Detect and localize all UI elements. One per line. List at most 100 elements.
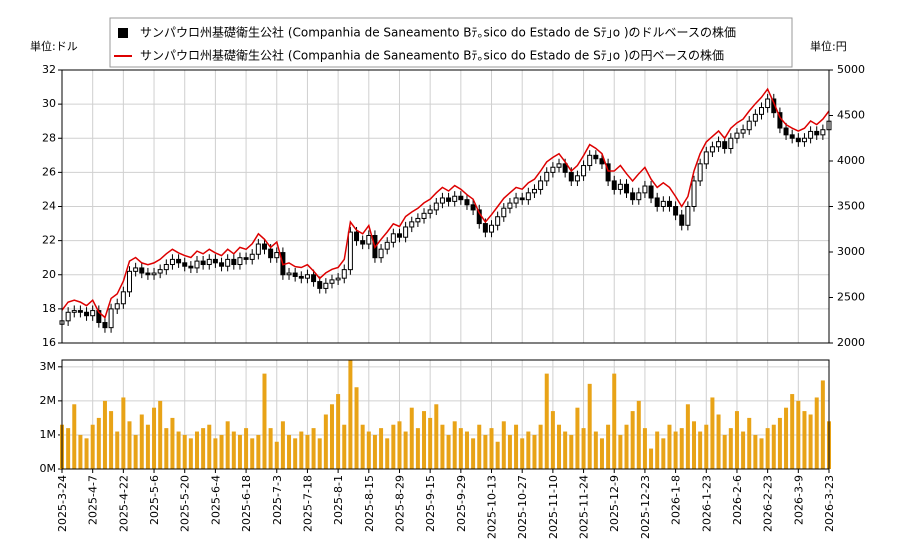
- candle-body: [71, 310, 77, 313]
- x-tick-label: 2025-10-27: [516, 475, 529, 539]
- volume-bar: [692, 421, 697, 469]
- volume-bar: [428, 417, 433, 469]
- volume-bar: [624, 424, 629, 469]
- candle-body: [513, 197, 519, 204]
- volume-bar: [409, 407, 414, 469]
- candle-body: [323, 282, 329, 289]
- volume-bar: [164, 428, 169, 469]
- volume-bar: [630, 411, 635, 469]
- candle-body: [814, 130, 820, 136]
- volume-bar: [765, 428, 770, 469]
- volume-bar: [84, 438, 89, 469]
- y2-axis-label: 単位:円: [810, 39, 847, 53]
- volume-bar: [96, 417, 101, 469]
- volume-bar: [446, 434, 451, 469]
- x-tick-label: 2025-10-13: [486, 475, 499, 539]
- candle-body: [446, 197, 452, 202]
- volume-bar: [655, 431, 660, 469]
- x-tick-label: 2025-4-7: [87, 475, 100, 525]
- candle-body: [703, 151, 709, 165]
- volume-bar: [495, 441, 500, 469]
- volume-bar: [379, 428, 384, 469]
- volume-bar: [219, 434, 224, 469]
- volume-bar: [710, 397, 715, 469]
- volume-bar: [636, 400, 641, 469]
- candle-body: [157, 269, 163, 274]
- candle-body: [746, 120, 752, 131]
- volume-bar: [722, 434, 727, 469]
- volume-bar: [127, 421, 132, 469]
- volume-bar: [796, 400, 801, 469]
- volume-bar: [268, 428, 273, 469]
- volume-bar: [440, 424, 445, 469]
- y-tick-label: 1M: [40, 428, 57, 441]
- candle-body: [666, 200, 672, 208]
- x-tick-label: 2026-2-6: [731, 475, 744, 525]
- y-tick-label: 22: [42, 234, 56, 247]
- candle-body: [304, 274, 310, 279]
- candle-body: [489, 224, 495, 233]
- volume-bar: [317, 438, 322, 469]
- volume-bar: [170, 417, 175, 469]
- y-tick-label: 26: [42, 165, 56, 178]
- volume-bar: [115, 431, 120, 469]
- volume-bar: [336, 394, 341, 469]
- volume-bar: [507, 434, 512, 469]
- x-tick-label: 2025-7-3: [271, 475, 284, 525]
- candle-body: [470, 204, 476, 211]
- candle-body: [691, 180, 697, 207]
- candle-body: [390, 233, 396, 243]
- candle-body: [274, 252, 280, 259]
- candle-body: [593, 154, 599, 160]
- candle-body: [562, 163, 568, 173]
- volume-bar: [679, 428, 684, 469]
- candle-body: [268, 248, 274, 259]
- candle-body: [685, 206, 691, 226]
- candle-body: [366, 235, 372, 245]
- volume-bar: [145, 424, 150, 469]
- candle-body: [249, 253, 255, 260]
- price-line: [61, 87, 830, 319]
- candle-body: [286, 272, 292, 276]
- candle-body: [433, 202, 439, 211]
- volume-bar: [231, 431, 236, 469]
- candle-body: [139, 267, 145, 274]
- candle-body: [550, 166, 556, 173]
- volume-bar: [489, 428, 494, 469]
- volume-bar: [237, 434, 242, 469]
- y2-tick-label: 3000: [837, 245, 865, 258]
- candle-body: [102, 322, 108, 329]
- candle-body: [151, 272, 157, 276]
- candle-body: [759, 107, 765, 115]
- volume-bar: [649, 448, 654, 469]
- volume-bar: [201, 428, 206, 469]
- y-tick-label: 20: [42, 268, 56, 281]
- volume-bar: [452, 421, 457, 469]
- volume-bar: [342, 424, 347, 469]
- candle-body: [501, 207, 507, 218]
- candle-body: [808, 130, 814, 139]
- candle-body: [531, 188, 537, 194]
- candle-body: [495, 216, 501, 226]
- y-tick-label: 24: [42, 200, 56, 213]
- legend-label: サンパウロ州基礎衛生公社 (Companhia de Saneamento Bﾃ…: [140, 25, 736, 40]
- volume-bar: [415, 428, 420, 469]
- volume-bar: [685, 404, 690, 469]
- volume-bar: [569, 434, 574, 469]
- volume-bar: [557, 424, 562, 469]
- x-tick-label: 2025-3-24: [56, 475, 69, 532]
- volume-bar: [90, 424, 95, 469]
- volume-bar: [698, 431, 703, 469]
- x-tick-label: 2025-4-22: [117, 475, 130, 532]
- volume-bar: [458, 428, 463, 469]
- candle-body: [538, 180, 544, 190]
- candle-body: [169, 258, 175, 266]
- volume-bar: [820, 380, 825, 469]
- y2-tick-label: 2500: [837, 291, 865, 304]
- volume-bar: [563, 431, 568, 469]
- candle-body: [378, 248, 384, 259]
- volume-bar: [422, 411, 427, 469]
- volume-bar: [139, 414, 144, 469]
- volume-bar: [280, 421, 285, 469]
- volume-bar: [734, 411, 739, 469]
